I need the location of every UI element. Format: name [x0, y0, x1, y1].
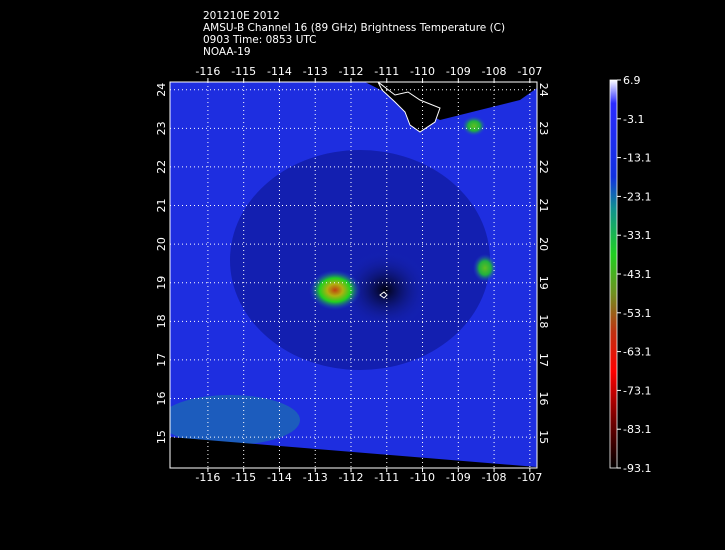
- lat-label: 19: [155, 276, 168, 290]
- convection: [462, 116, 486, 136]
- lat-label: 23: [537, 121, 550, 135]
- colorbar-label: -93.1: [623, 462, 651, 475]
- lon-label: -113: [303, 471, 328, 484]
- lat-label: 20: [155, 237, 168, 251]
- convection: [309, 270, 361, 310]
- lat-label: 16: [155, 392, 168, 406]
- grid: -116 -116 -115 -115 -114 -114 -113 -113 -112 -112…: [155, 65, 550, 484]
- lon-label: -115: [231, 65, 256, 78]
- lat-label: 20: [537, 237, 550, 251]
- colorbar-label: -43.1: [623, 268, 651, 281]
- colorbar-label: -13.1: [623, 152, 651, 165]
- lat-label: 15: [155, 430, 168, 444]
- lat-label: 17: [537, 353, 550, 367]
- lat-label: 15: [537, 430, 550, 444]
- coastline: [377, 82, 441, 133]
- colorbar-label: -63.1: [623, 346, 651, 359]
- lon-label: -115: [231, 471, 256, 484]
- lon-label: -110: [410, 471, 435, 484]
- lon-label: -116: [195, 65, 220, 78]
- map-image: [170, 82, 537, 468]
- lat-label: 19: [537, 276, 550, 290]
- map-frame: [169, 81, 538, 469]
- lon-label: -107: [517, 65, 542, 78]
- lat-label: 21: [537, 199, 550, 213]
- colorbar-label: -33.1: [623, 229, 651, 242]
- lon-label: -110: [410, 65, 435, 78]
- lat-label: 17: [155, 353, 168, 367]
- lon-label: -108: [482, 65, 507, 78]
- header-line: NOAA-19: [203, 46, 251, 58]
- lon-label: -111: [374, 65, 399, 78]
- lon-label: -109: [446, 65, 471, 78]
- cloud-area: [170, 395, 300, 445]
- lon-label: -116: [195, 471, 220, 484]
- header-line: 201210E 2012: [203, 10, 280, 22]
- colorbar-label: 6.9: [623, 74, 641, 87]
- colorbar-label: -23.1: [623, 190, 651, 203]
- lat-label: 23: [155, 121, 168, 135]
- lat-label: 22: [537, 160, 550, 174]
- lat-label: 18: [537, 314, 550, 328]
- lat-label: 24: [537, 83, 550, 97]
- header-line: 0903 Time: 0853 UTC: [203, 34, 317, 46]
- header-line: AMSU-B Channel 16 (89 GHz) Brightness Te…: [203, 22, 505, 34]
- lon-label: -113: [303, 65, 328, 78]
- lon-label: -114: [267, 65, 292, 78]
- lon-label: -114: [267, 471, 292, 484]
- colorbar-label: -53.1: [623, 307, 651, 320]
- colorbar-label: -3.1: [623, 113, 644, 126]
- lon-label: -108: [482, 471, 507, 484]
- convection: [473, 254, 497, 282]
- eye-area: [340, 250, 430, 330]
- colorbar-labels: 6.9 -3.1 -13.1 -23.1 -33.1 -43.1 -53.1 -63.1 -73…: [617, 74, 651, 475]
- lat-label: 21: [155, 199, 168, 213]
- lat-label: 16: [537, 392, 550, 406]
- lat-label: 22: [155, 160, 168, 174]
- lon-label: -112: [339, 471, 364, 484]
- colorbar-label: -73.1: [623, 384, 651, 397]
- lon-label: -109: [446, 471, 471, 484]
- colorbar: [609, 79, 618, 469]
- lon-label: -112: [339, 65, 364, 78]
- lon-label: -107: [517, 471, 542, 484]
- no-data: [170, 437, 537, 468]
- lat-label: 24: [155, 83, 168, 97]
- lat-label: 18: [155, 314, 168, 328]
- colorbar-label: -83.1: [623, 423, 651, 436]
- lon-label: -111: [374, 471, 399, 484]
